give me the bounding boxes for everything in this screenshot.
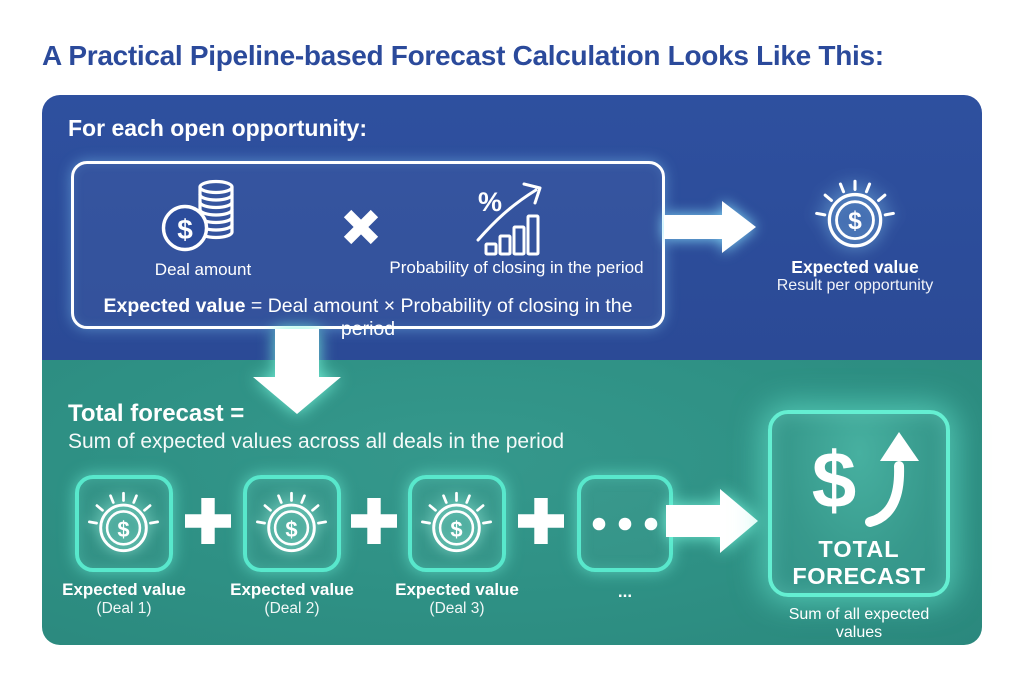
plus-icon: [518, 498, 564, 544]
deal-box-3: $: [408, 475, 506, 572]
dollar-growth-arrow-icon: $: [804, 428, 920, 528]
result-subtitle: Result per opportunity: [776, 277, 934, 294]
glowing-coin-icon: $: [420, 485, 493, 558]
probability-label: Probability of closing in the period: [389, 258, 644, 277]
main-panel: For each open opportunity:: [42, 95, 982, 645]
glowing-coin-icon: $: [87, 485, 160, 558]
deal-box-2: $: [243, 475, 341, 572]
svg-text:$: $: [848, 208, 862, 235]
plus-icon: [185, 498, 231, 544]
deal-3-title: Expected value: [395, 580, 519, 599]
total-forecast-heading: Total forecast =: [68, 400, 245, 427]
total-label-line2: FORECAST: [792, 563, 926, 589]
three-dots-icon: [592, 517, 658, 531]
result-title: Expected value: [791, 257, 919, 277]
ellipsis-box: [577, 475, 673, 572]
right-arrow-icon: [666, 488, 760, 554]
page-title: A Practical Pipeline-based Forecast Calc…: [42, 40, 884, 71]
deal-box-1: $: [75, 475, 173, 572]
opportunity-section: For each open opportunity:: [42, 95, 982, 360]
deal-2-subtitle: (Deal 2): [264, 600, 320, 617]
glowing-coin-icon: $: [255, 485, 328, 558]
total-label-line1: TOTAL: [818, 536, 900, 562]
svg-text:$: $: [177, 214, 193, 245]
plus-icon: [351, 498, 397, 544]
svg-text:$: $: [450, 517, 462, 542]
down-arrow-icon: [251, 329, 343, 415]
deal-2-title: Expected value: [230, 580, 354, 599]
coin-stack-dollar-icon: $: [160, 176, 246, 256]
svg-text:%: %: [478, 187, 502, 217]
deal-3-subtitle: (Deal 3): [429, 600, 485, 617]
percent-growth-chart-icon: %: [474, 180, 554, 258]
deal-1-subtitle: (Deal 1): [96, 600, 152, 617]
total-forecast-box: $ TOTAL FORECAST: [768, 410, 950, 597]
multiply-icon: [342, 208, 380, 246]
opportunity-heading: For each open opportunity:: [68, 115, 367, 141]
formula-rest-part: = Deal amount × Probability of closing i…: [245, 295, 633, 340]
svg-text:$: $: [812, 436, 857, 525]
deal-amount-label: Deal amount: [154, 260, 252, 279]
glowing-coin-icon: $: [814, 172, 896, 254]
right-arrow-icon: [664, 200, 758, 254]
total-caption: Sum of all expected values: [788, 606, 930, 641]
formula-box: $ Deal amount %: [71, 161, 665, 340]
total-forecast-subheading: Sum of expected values across all deals …: [68, 430, 565, 453]
svg-text:$: $: [117, 517, 129, 542]
deal-1-title: Expected value: [62, 580, 186, 599]
expected-value-formula: Expected value = Deal amount × Probabili…: [74, 295, 662, 341]
ellipsis-caption: ...: [617, 582, 633, 601]
formula-bold-part: Expected value: [103, 295, 246, 317]
svg-text:$: $: [285, 517, 297, 542]
